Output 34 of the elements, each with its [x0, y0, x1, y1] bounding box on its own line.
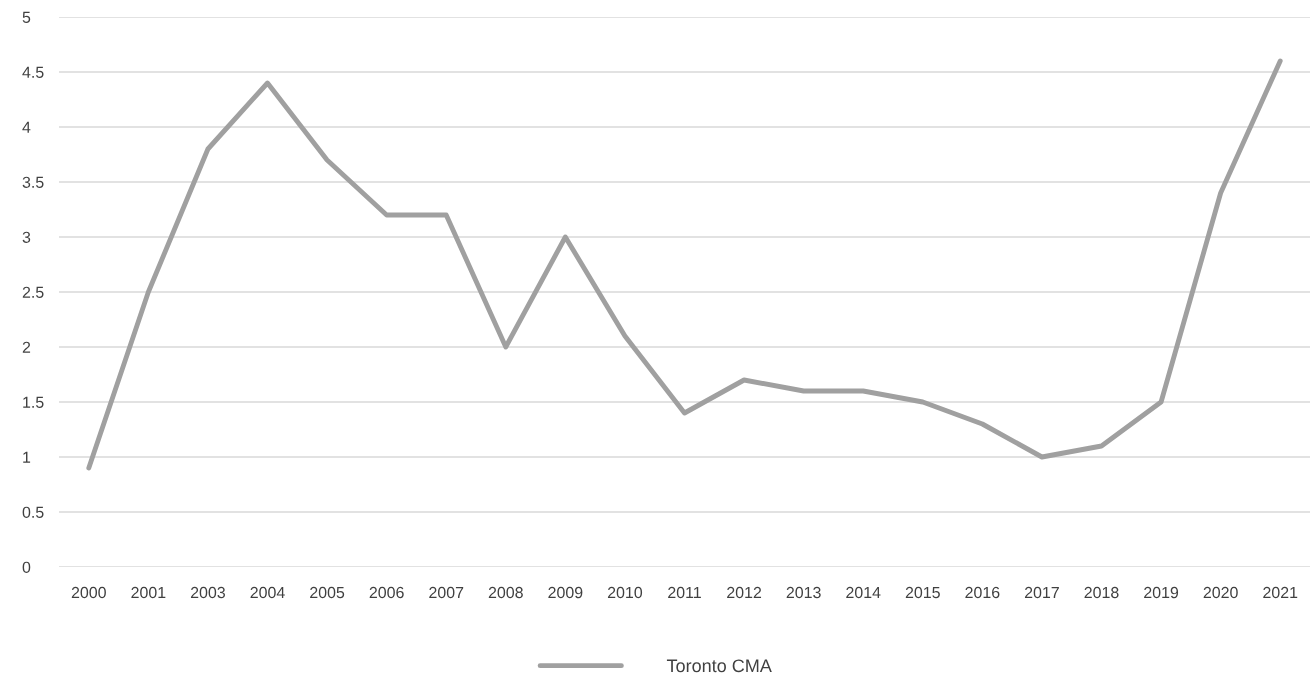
x-tick-label: 2000	[71, 586, 106, 599]
y-tick-label: 4	[22, 121, 31, 133]
x-tick-label: 2012	[727, 586, 762, 599]
y-tick-label: 2	[22, 341, 31, 353]
y-tick-label: 4.5	[22, 66, 44, 78]
x-tick-label: 2007	[429, 586, 464, 599]
x-tick-label: 2003	[190, 586, 225, 599]
y-tick-label: 1	[23, 451, 31, 463]
y-tick-label: 1.5	[23, 396, 44, 408]
y-tick-label: 5	[22, 11, 31, 23]
y-tick-label: 2.5	[22, 286, 44, 298]
x-tick-label: 2014	[846, 586, 881, 599]
x-tick-label: 2018	[1084, 586, 1119, 599]
y-tick-label: 3	[22, 231, 31, 243]
x-tick-label: 2011	[668, 586, 701, 599]
x-tick-label: 2005	[310, 586, 345, 599]
x-tick-label: 2006	[369, 586, 404, 599]
x-tick-label: 2019	[1144, 586, 1179, 599]
x-tick-label: 2017	[1024, 586, 1059, 599]
x-tick-label: 2009	[548, 586, 583, 599]
x-tick-label: 2020	[1203, 586, 1238, 599]
x-tick-label: 2010	[607, 586, 643, 599]
x-tick-label: 2015	[905, 586, 940, 599]
text: Toronto CMA	[666, 659, 772, 673]
x-tick-label: 2004	[250, 586, 285, 599]
x-tick-label: 2008	[488, 586, 523, 599]
x-tick-label: 2016	[965, 586, 1000, 599]
x-tick-label: 2001	[131, 586, 166, 599]
line-series	[86, 58, 1283, 471]
x-tick-label: 2013	[786, 586, 821, 599]
y-tick-label: 0.5	[22, 506, 44, 518]
y-tick-label: 0	[22, 561, 31, 573]
y-tick-label: 3.5	[22, 176, 44, 188]
x-tick-label: 2021	[1263, 586, 1298, 599]
